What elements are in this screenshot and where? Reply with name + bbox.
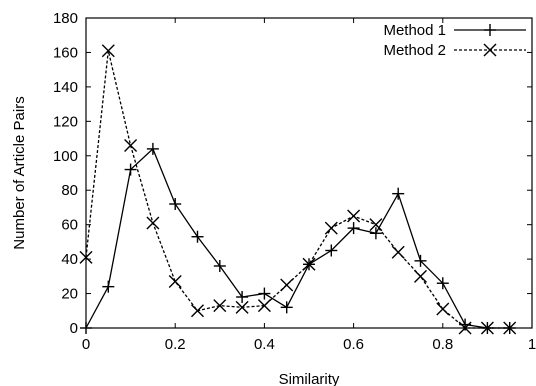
marker-stroke — [168, 275, 182, 288]
marker-stroke — [101, 44, 115, 58]
series-1-point — [191, 230, 204, 243]
series-2-point — [414, 269, 427, 283]
series-1-point — [392, 187, 405, 200]
axes: 0 0.2 0.4 0.6 0.8 1 0 20 40 60 80 100 120 140 160 180 — [53, 10, 536, 353]
y-tick-label: 60 — [61, 217, 78, 234]
series-1-point — [436, 277, 449, 290]
y-tick-label: 20 — [61, 286, 78, 303]
marker-stroke — [347, 209, 361, 223]
series-2-point — [213, 299, 227, 313]
marker-stroke — [191, 304, 204, 318]
series-1-point — [169, 198, 182, 210]
y-tick-label: 140 — [53, 79, 78, 96]
legend-label-series-1: Method 1 — [383, 22, 446, 39]
series-1-point — [347, 222, 360, 235]
marker-stroke — [124, 138, 138, 152]
marker-stroke — [146, 216, 160, 230]
marker-stroke — [302, 257, 316, 271]
legend-marker-series-1 — [484, 24, 496, 36]
series-2-point — [235, 300, 249, 314]
y-tick-label: 120 — [53, 113, 78, 130]
series-2-point — [436, 302, 450, 316]
y-tick-label: 160 — [53, 44, 78, 61]
y-tick-label: 80 — [61, 182, 78, 199]
y-tick-label: 0 — [70, 320, 78, 337]
series-2-point — [391, 245, 405, 259]
plot-area — [79, 44, 517, 335]
series-1-point — [414, 254, 427, 267]
series-2-point — [302, 257, 316, 271]
marker-stroke — [391, 245, 405, 259]
marker-stroke — [324, 221, 338, 235]
x-axis-label: Similarity — [279, 371, 340, 386]
series-2-point — [191, 304, 204, 318]
legend-label-series-2: Method 2 — [383, 42, 446, 59]
x-tick-label: 0.2 — [165, 336, 186, 353]
x-tick-label: 0 — [82, 336, 90, 353]
series-1-point — [146, 142, 159, 155]
plot-frame — [85, 17, 533, 329]
series-1-point — [102, 280, 115, 293]
series-1-point — [213, 260, 226, 272]
marker-stroke — [436, 302, 450, 316]
legend-marker-series-2 — [483, 43, 497, 57]
series-1-point — [369, 227, 382, 240]
y-tick-label: 40 — [61, 251, 78, 268]
x-tick-label: 1 — [528, 336, 536, 353]
marker-stroke — [414, 269, 427, 283]
y-tick-label: 180 — [53, 10, 78, 27]
marker-stroke — [257, 299, 271, 313]
series-1-point — [124, 163, 137, 176]
marker-stroke — [213, 299, 227, 313]
series-2-point — [168, 275, 182, 288]
y-axis-label: Number of Article Pairs — [11, 96, 28, 249]
series-2-point — [347, 209, 361, 223]
series-2-point — [146, 216, 160, 230]
marker-stroke — [235, 300, 249, 314]
marker-stroke — [280, 278, 294, 292]
x-tick-label: 0.4 — [254, 336, 275, 353]
legend: Method 1 Method 2 — [383, 22, 526, 59]
series-2-point — [101, 44, 115, 58]
marker-stroke — [483, 43, 497, 57]
series-1-point — [280, 301, 293, 314]
series-2-point — [324, 221, 338, 235]
series-2-point — [280, 278, 294, 292]
y-tick-label: 100 — [53, 148, 78, 165]
series-1-line — [85, 147, 510, 329]
series-1-point — [325, 244, 338, 257]
series-1-point — [236, 291, 249, 303]
x-tick-label: 0.6 — [343, 336, 364, 353]
x-tick-label: 0.8 — [432, 336, 453, 353]
series-2-line — [85, 50, 510, 329]
series-2-point — [257, 299, 271, 313]
series-2-point — [369, 218, 383, 232]
series-1-point — [258, 287, 271, 300]
series-2-point — [124, 138, 138, 152]
marker-stroke — [369, 218, 383, 232]
